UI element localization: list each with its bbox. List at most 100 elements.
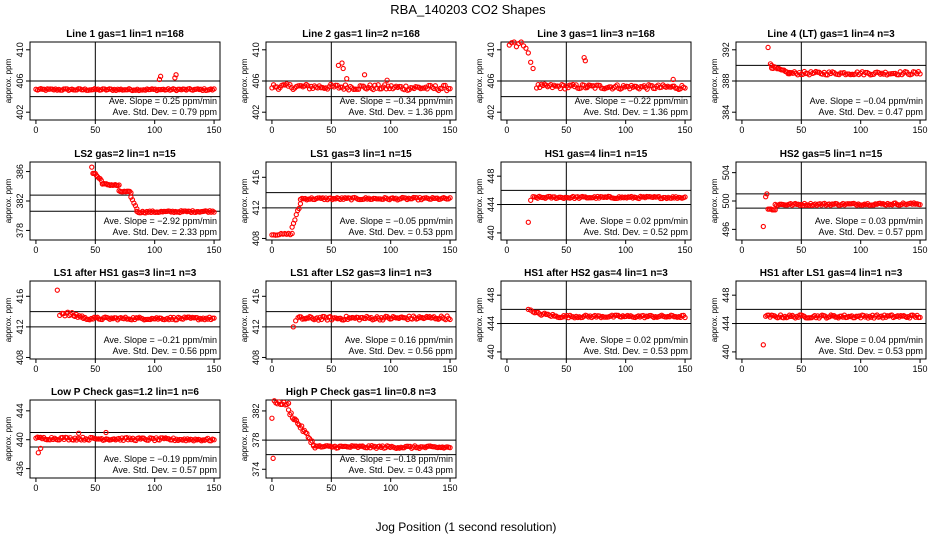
data-point [917, 201, 923, 208]
data-point [89, 164, 95, 170]
plot-frame [265, 161, 457, 241]
panel-6: LS1 gas=3 lin=1 n=15 0 50 100 150 408 412 416ap… [240, 149, 458, 255]
y-axis-label: approx. ppm [475, 297, 484, 342]
figure-xlabel: Jog Position (1 second resolution) [376, 520, 557, 534]
x-tick-label: 50 [90, 483, 100, 493]
data-point [384, 77, 390, 83]
y-tick-label: 410 [251, 42, 261, 57]
y-tick-label: 406 [15, 73, 25, 88]
y-tick-label: 440 [486, 344, 496, 359]
y-tick-label: 412 [251, 319, 261, 334]
data-point [269, 415, 275, 421]
y-tick-label: 402 [251, 105, 261, 120]
x-tick-label: 150 [207, 125, 222, 135]
panel-14: High P Check gas=1 lin=0.8 n=3 0 50 100 150 3… [240, 387, 458, 493]
slope-annotation: Ave. Slope = −0.04 ppm/min [810, 96, 923, 106]
data-point [582, 58, 588, 64]
x-tick-label: 100 [147, 125, 162, 135]
y-axis-label: approx. ppm [4, 416, 13, 461]
y-tick-label: 440 [15, 432, 25, 447]
y-tick-label: 402 [15, 105, 25, 120]
y-tick-label: 408 [251, 231, 261, 246]
data-point [442, 82, 448, 89]
y-tick-label: 444 [486, 197, 496, 212]
stddev-annotation: Ave. Std. Dev. = 1.36 ppm [584, 107, 688, 117]
slope-annotation: Ave. Slope = 0.25 ppm/min [109, 96, 217, 106]
x-tick-label: 50 [90, 245, 100, 255]
x-tick-label: 150 [443, 364, 458, 374]
y-tick-label: 440 [486, 225, 496, 240]
panel-title: Line 2 gas=1 lin=2 n=168 [302, 29, 420, 40]
panel-title: HS1 after HS2 gas=4 lin=1 n=3 [524, 268, 668, 279]
panel-title: HS1 gas=4 lin=1 n=15 [545, 149, 648, 160]
data-point [530, 65, 536, 72]
x-tick-label: 150 [913, 125, 928, 135]
data-point [128, 194, 134, 200]
x-tick-label: 0 [33, 245, 38, 255]
stddev-annotation: Ave. Std. Dev. = 0.53 ppm [819, 346, 923, 356]
y-tick-label: 448 [721, 288, 731, 303]
panel-title: Low P Check gas=1.2 lin=1 n=6 [51, 387, 199, 398]
data-point [585, 83, 591, 90]
data-point [157, 73, 164, 79]
data-point [344, 76, 350, 82]
data-point [763, 194, 769, 200]
x-tick-label: 100 [147, 483, 162, 493]
data-point [644, 86, 650, 92]
y-tick-label: 448 [486, 169, 496, 184]
y-tick-label: 416 [15, 289, 25, 304]
panel-4: Line 4 (LT) gas=1 lin=4 n=3 0 50 100 150 384 3… [710, 29, 928, 135]
data-point [682, 85, 688, 91]
y-axis-label: approx. ppm [240, 416, 249, 461]
y-tick-label: 496 [721, 222, 731, 237]
x-tick-label: 50 [326, 245, 336, 255]
panel-title: Line 4 (LT) gas=1 lin=4 n=3 [767, 29, 895, 40]
data-point [335, 62, 342, 69]
panel-5: LS2 gas=2 lin=1 n=15 0 50 100 150 378 382 386ap… [4, 149, 222, 255]
data-point [917, 314, 923, 321]
data-point [173, 72, 179, 78]
x-tick-label: 0 [33, 125, 38, 135]
x-tick-label: 150 [443, 125, 458, 135]
y-tick-label: 500 [721, 193, 731, 208]
y-tick-label: 382 [251, 403, 261, 418]
panel-title: HS1 after LS1 gas=4 lin=1 n=3 [760, 268, 903, 279]
data-point [511, 39, 517, 45]
x-tick-label: 100 [618, 364, 633, 374]
panel-9: LS1 after HS1 gas=3 lin=1 n=3 0 50 100 150 40… [4, 268, 222, 374]
plot-frame [500, 280, 692, 360]
y-axis-label: approx. ppm [4, 58, 13, 103]
data-point [447, 444, 453, 451]
x-tick-label: 0 [739, 364, 744, 374]
data-point [528, 307, 534, 313]
stddev-annotation: Ave. Std. Dev. = 0.52 ppm [584, 227, 688, 237]
panel-title: LS2 gas=2 lin=1 n=15 [74, 149, 176, 160]
y-axis-label: approx. ppm [710, 178, 719, 223]
stddev-annotation: Ave. Std. Dev. = 0.53 ppm [584, 346, 688, 356]
slope-annotation: Ave. Slope = 0.02 ppm/min [580, 216, 688, 226]
data-point [305, 434, 311, 441]
stddev-annotation: Ave. Std. Dev. = 0.57 ppm [113, 465, 217, 475]
data-point [172, 75, 178, 81]
data-point [528, 197, 534, 203]
slope-annotation: Ave. Slope = −0.19 ppm/min [104, 454, 217, 464]
plot-frame [265, 280, 457, 360]
data-point [285, 400, 292, 406]
data-point [39, 86, 46, 92]
y-tick-label: 374 [251, 462, 261, 477]
x-tick-label: 150 [913, 245, 928, 255]
panel-3: Line 3 gas=1 lin=3 n=168 0 50 100 150 402 406 4… [475, 29, 693, 135]
panel-12: HS1 after LS1 gas=4 lin=1 n=3 0 50 100 150 44… [710, 268, 928, 374]
data-point [126, 188, 133, 195]
data-point [296, 205, 302, 212]
y-tick-label: 392 [721, 42, 731, 57]
y-tick-label: 440 [721, 344, 731, 359]
x-tick-label: 0 [33, 364, 38, 374]
x-tick-label: 100 [383, 245, 398, 255]
data-point [509, 40, 515, 46]
y-tick-label: 384 [721, 105, 731, 120]
y-tick-label: 402 [486, 105, 496, 120]
x-tick-label: 100 [618, 245, 633, 255]
y-tick-label: 406 [251, 73, 261, 88]
data-point [103, 429, 109, 436]
